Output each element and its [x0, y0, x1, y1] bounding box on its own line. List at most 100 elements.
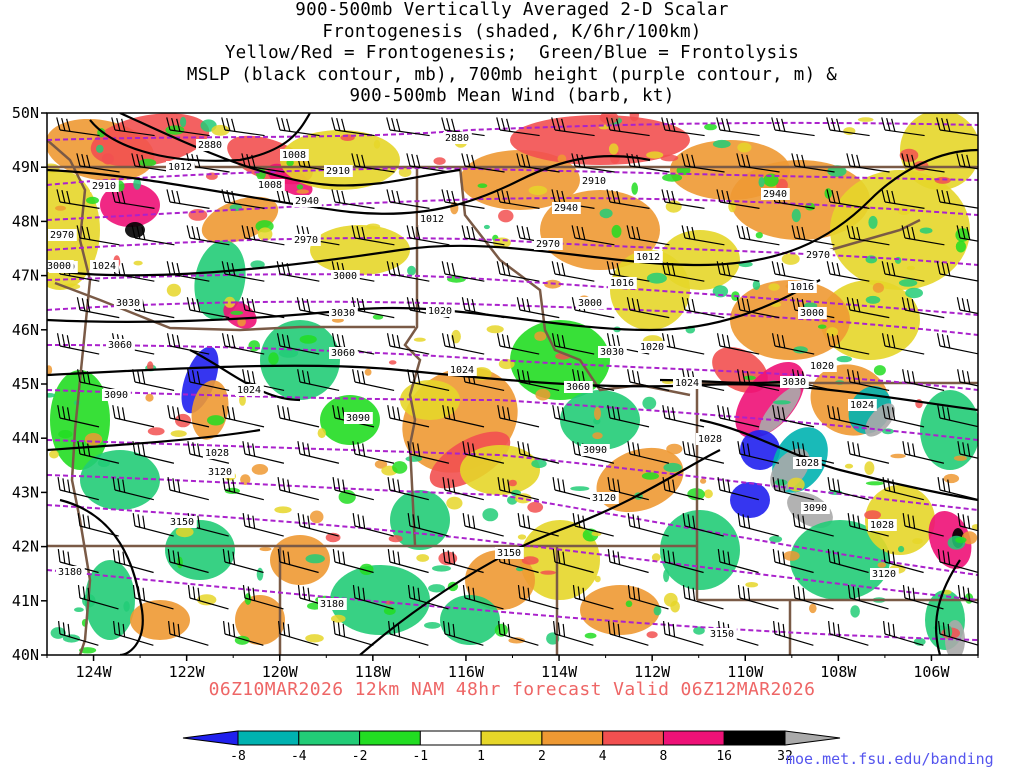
shade-speck	[398, 167, 412, 178]
height-label: 3060	[329, 347, 358, 359]
mslp-contour	[119, 113, 461, 187]
shade-speck	[248, 340, 260, 352]
wind-barb	[716, 117, 760, 137]
wind-barb	[461, 225, 505, 246]
height-label: 3000	[45, 260, 74, 272]
wind-barb	[736, 225, 780, 246]
wind-barb	[607, 477, 649, 501]
wind-barb	[552, 405, 595, 428]
colorbar-label: 4	[599, 749, 607, 764]
mslp-contour	[699, 418, 978, 502]
height-label: 2910	[324, 165, 353, 177]
mslp-contour	[47, 364, 978, 412]
shade-speck	[641, 472, 660, 480]
height-contour	[47, 504, 978, 601]
wind-barb	[662, 621, 704, 646]
shade-speck	[663, 462, 682, 473]
lat-label: 50N	[12, 104, 39, 122]
shade-speck	[584, 632, 597, 639]
shade-speck	[934, 176, 951, 184]
shade-speck	[259, 547, 272, 552]
shade-speck	[521, 556, 539, 565]
shade-speck	[781, 253, 800, 265]
wind-barb	[662, 549, 704, 574]
wind-barb	[607, 549, 649, 574]
height-label: 3120	[206, 466, 235, 478]
shade-speck	[906, 265, 916, 271]
shade-speck	[374, 459, 388, 469]
axis-labels: 50N 49N 48N 47N 46N 45N 44N 43N 42N 41N 40N 124W 122…	[12, 104, 979, 681]
wind-barb	[717, 405, 760, 428]
shade-speck	[47, 365, 53, 375]
shade-speck	[864, 510, 881, 520]
shade-blob	[730, 280, 850, 360]
wind-barb	[187, 369, 230, 392]
shade-speck	[872, 282, 885, 293]
state-border	[829, 218, 921, 252]
wind-barb	[846, 225, 890, 246]
svg-text:2970: 2970	[50, 230, 74, 241]
wind-barb	[221, 117, 265, 137]
shade-blob	[440, 595, 500, 645]
lon-label: 114W	[541, 663, 578, 681]
height-contour	[47, 439, 978, 511]
shade-speck	[769, 535, 783, 543]
lat-label: 43N	[12, 483, 39, 501]
svg-text:2910: 2910	[326, 166, 350, 177]
wind-barb	[241, 225, 285, 246]
svg-text:1008: 1008	[258, 180, 282, 191]
svg-text:1024: 1024	[675, 378, 699, 389]
wind-barb	[846, 153, 890, 173]
shade-speck	[826, 327, 839, 337]
colorbar-arrow-right	[784, 730, 841, 746]
wind-barb	[277, 549, 319, 574]
wind-barb	[772, 477, 814, 501]
shade-speck	[138, 158, 157, 167]
shade-speck	[608, 143, 619, 155]
shade-speck	[943, 473, 960, 484]
wind-barb	[826, 117, 870, 137]
wind-barb	[222, 477, 264, 501]
wind-barb	[736, 153, 780, 173]
wind-barb	[736, 297, 780, 319]
wind-barb	[881, 189, 925, 209]
shade-speck	[850, 605, 860, 618]
svg-text:1020: 1020	[428, 306, 452, 317]
wind-barb	[352, 585, 394, 610]
height-label: 2940	[761, 188, 790, 200]
svg-text:3060: 3060	[108, 340, 132, 351]
wind-barb	[902, 513, 944, 537]
wind-barb	[242, 441, 285, 464]
svg-text:2910: 2910	[92, 181, 116, 192]
wind-barb	[166, 117, 210, 137]
wind-barb	[276, 333, 320, 355]
shade-speck	[745, 582, 759, 588]
shade-speck	[535, 388, 551, 401]
wind-barb	[407, 369, 450, 392]
wind-barb	[827, 621, 869, 646]
shade-speck	[783, 551, 800, 561]
wind-barb	[956, 297, 978, 319]
wind-barb	[552, 621, 594, 646]
shade-speck	[407, 265, 416, 276]
height-label: 3030	[780, 376, 809, 388]
shade-speck	[594, 406, 601, 421]
svg-text:3000: 3000	[47, 261, 71, 272]
svg-text:3030: 3030	[782, 377, 806, 388]
mslp-label: 1028	[696, 433, 725, 445]
height-label: 2880	[196, 139, 225, 151]
colorbar-label: 8	[659, 749, 667, 764]
wind-barb	[352, 441, 395, 464]
shade-speck	[955, 240, 967, 253]
mslp-label: 1020	[638, 341, 667, 353]
shade-blob	[80, 450, 160, 510]
mslp-label: 1016	[788, 281, 817, 293]
wind-barb	[682, 441, 725, 464]
shade-speck	[438, 551, 458, 566]
shade-speck	[286, 159, 294, 167]
wind-barb	[241, 153, 285, 173]
shade-speck	[86, 196, 99, 204]
wind-barb	[826, 189, 870, 209]
mslp-label: 1028	[203, 447, 232, 459]
shade-speck	[611, 224, 622, 238]
